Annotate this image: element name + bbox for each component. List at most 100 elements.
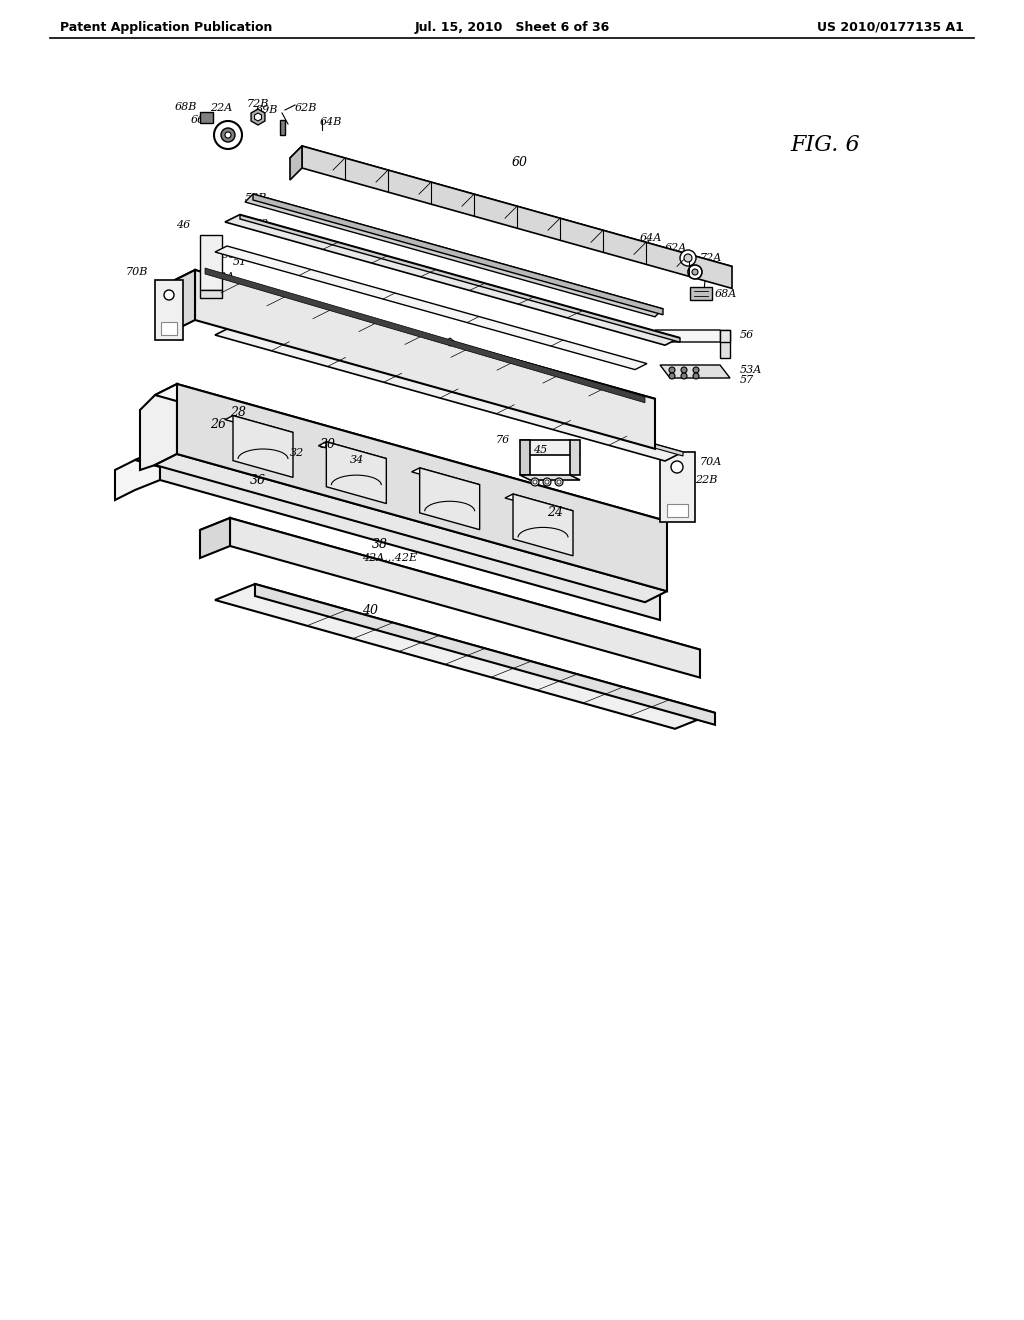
Polygon shape — [245, 194, 663, 317]
Circle shape — [669, 367, 675, 374]
Text: 70A: 70A — [700, 457, 722, 467]
Text: 69B: 69B — [256, 106, 278, 115]
Polygon shape — [667, 504, 688, 517]
Text: 76: 76 — [496, 436, 510, 445]
Polygon shape — [290, 147, 732, 279]
Polygon shape — [200, 235, 222, 290]
Circle shape — [225, 132, 231, 139]
Text: 22A: 22A — [210, 103, 232, 114]
Text: US 2010/0177135 A1: US 2010/0177135 A1 — [817, 21, 964, 33]
Circle shape — [534, 480, 537, 484]
Text: 60: 60 — [512, 156, 528, 169]
Polygon shape — [230, 517, 700, 677]
Text: 36: 36 — [250, 474, 266, 487]
Circle shape — [693, 374, 699, 379]
Text: 34: 34 — [350, 455, 365, 465]
Polygon shape — [233, 326, 683, 455]
Polygon shape — [215, 246, 647, 370]
Text: 62B: 62B — [295, 103, 317, 114]
Text: 38: 38 — [372, 539, 388, 552]
Circle shape — [164, 290, 174, 300]
Text: 58B: 58B — [245, 193, 267, 203]
Circle shape — [531, 478, 539, 486]
Text: Patent Application Publication: Patent Application Publication — [60, 21, 272, 33]
Polygon shape — [155, 280, 183, 341]
Polygon shape — [240, 215, 680, 342]
Polygon shape — [200, 517, 230, 558]
Text: 42A...42E: 42A...42E — [362, 553, 418, 564]
Polygon shape — [200, 112, 213, 123]
Polygon shape — [155, 454, 667, 602]
Polygon shape — [115, 450, 160, 500]
Polygon shape — [660, 366, 730, 378]
Polygon shape — [160, 450, 660, 620]
Circle shape — [688, 265, 702, 279]
Circle shape — [680, 249, 696, 267]
Polygon shape — [720, 330, 730, 342]
Text: 50: 50 — [222, 249, 237, 260]
Polygon shape — [200, 517, 700, 661]
Circle shape — [692, 269, 698, 275]
Text: 53A: 53A — [740, 366, 762, 375]
Polygon shape — [520, 440, 530, 475]
Text: 46: 46 — [176, 220, 190, 230]
Text: 72B: 72B — [247, 99, 269, 110]
Polygon shape — [412, 467, 479, 488]
Polygon shape — [215, 326, 683, 461]
Circle shape — [671, 461, 683, 473]
Text: 72A: 72A — [700, 253, 722, 263]
Circle shape — [669, 374, 675, 379]
Polygon shape — [155, 384, 667, 532]
Text: 24: 24 — [547, 506, 563, 519]
Text: 22B: 22B — [695, 475, 718, 484]
Text: 48: 48 — [442, 350, 457, 360]
Circle shape — [555, 478, 563, 486]
Polygon shape — [290, 147, 302, 180]
Polygon shape — [280, 120, 285, 135]
Text: 64B: 64B — [319, 117, 342, 127]
Text: FIG. 6: FIG. 6 — [790, 135, 859, 156]
Text: 62A: 62A — [665, 243, 687, 253]
Polygon shape — [520, 475, 580, 480]
Polygon shape — [255, 583, 715, 725]
Polygon shape — [570, 440, 580, 475]
Text: 20: 20 — [210, 301, 226, 314]
Circle shape — [221, 128, 234, 143]
Circle shape — [693, 367, 699, 374]
Text: 22A: 22A — [212, 272, 234, 282]
Text: 66A: 66A — [705, 267, 727, 277]
Polygon shape — [175, 271, 195, 330]
Polygon shape — [327, 442, 386, 503]
Polygon shape — [200, 290, 222, 298]
Circle shape — [543, 478, 551, 486]
Polygon shape — [302, 147, 732, 288]
Circle shape — [684, 253, 692, 261]
Polygon shape — [655, 330, 730, 342]
Polygon shape — [660, 451, 695, 521]
Circle shape — [214, 121, 242, 149]
Text: 56: 56 — [740, 330, 755, 341]
Polygon shape — [255, 114, 261, 121]
Polygon shape — [513, 494, 573, 556]
Polygon shape — [233, 416, 293, 478]
Polygon shape — [520, 440, 580, 455]
Text: 26: 26 — [210, 418, 226, 432]
Polygon shape — [253, 194, 663, 314]
Circle shape — [557, 480, 561, 484]
Text: 32: 32 — [290, 447, 304, 458]
Text: 44: 44 — [423, 341, 437, 350]
Text: 52: 52 — [255, 219, 269, 228]
Polygon shape — [445, 338, 455, 346]
Text: 45: 45 — [532, 445, 547, 455]
Circle shape — [681, 367, 687, 374]
Text: 57: 57 — [740, 375, 755, 385]
Polygon shape — [505, 494, 573, 515]
Polygon shape — [251, 110, 265, 125]
Text: 66B: 66B — [190, 115, 213, 125]
Polygon shape — [215, 583, 715, 729]
Text: 40: 40 — [362, 603, 378, 616]
Polygon shape — [177, 384, 667, 591]
Polygon shape — [225, 416, 293, 437]
Polygon shape — [225, 214, 680, 346]
Text: Jul. 15, 2010   Sheet 6 of 36: Jul. 15, 2010 Sheet 6 of 36 — [415, 21, 609, 33]
